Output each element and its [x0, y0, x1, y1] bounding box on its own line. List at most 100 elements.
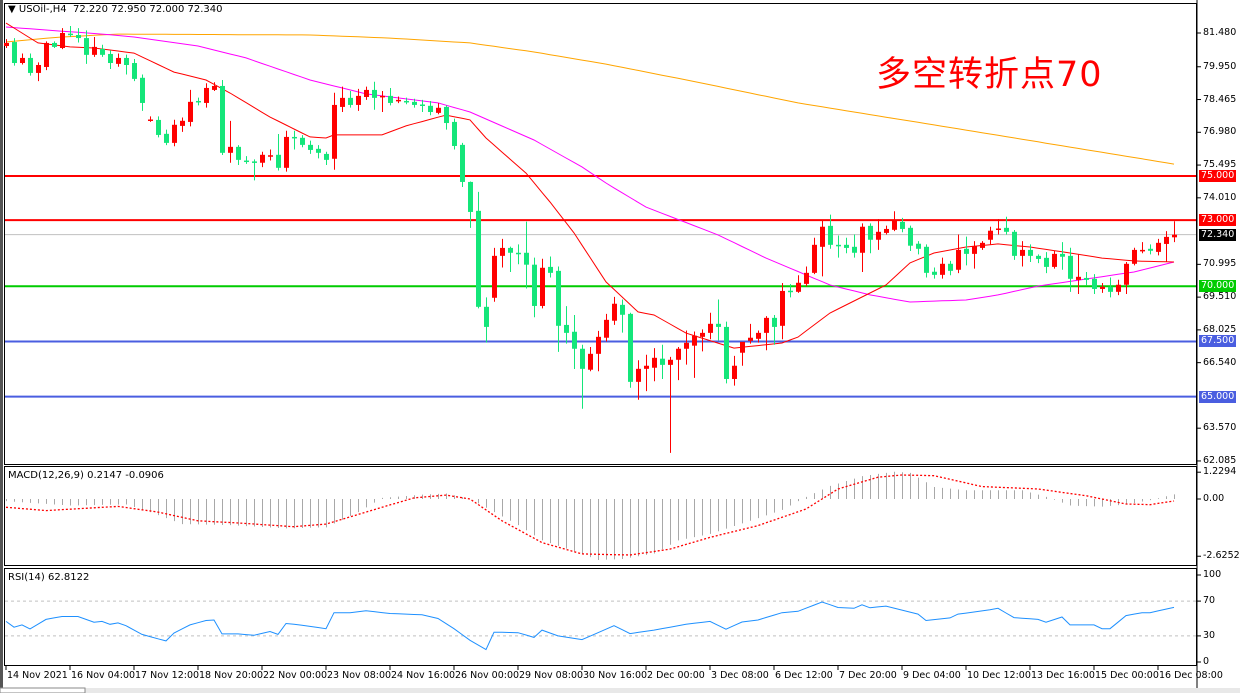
candle-down [1060, 253, 1065, 257]
candle-up [356, 95, 361, 105]
candle-up [44, 42, 49, 67]
candle-up [20, 57, 25, 64]
candle-down [484, 306, 489, 327]
candle-up [116, 57, 121, 64]
candle-down [628, 313, 633, 382]
candle-down [244, 160, 249, 163]
candle-up [588, 353, 593, 370]
candle-up [268, 155, 273, 157]
annotation-text: 多空转折点70 [876, 55, 1103, 95]
time-label: 15 Dec 00:00 [1095, 670, 1159, 681]
candle-up [596, 336, 601, 354]
macd-signal-line [5, 474, 1175, 556]
candle-up [228, 146, 233, 153]
price-tick-label: 81.480 [1203, 27, 1237, 38]
candle-down [572, 331, 577, 349]
time-label: 17 Nov 12:00 [135, 670, 200, 681]
price-tick-label: 63.570 [1203, 422, 1237, 434]
rsi-tick-label: 70 [1203, 595, 1216, 607]
macd-tick-label: 1.2294 [1203, 466, 1237, 478]
candle-up [60, 33, 65, 49]
candle-up [204, 87, 209, 103]
candle-up [92, 46, 97, 55]
price-tick-label: 79.950 [1203, 60, 1237, 72]
time-label: 26 Nov 00:00 [455, 670, 520, 681]
price-tick-label: 75.495 [1203, 159, 1237, 171]
time-label: 24 Nov 16:00 [391, 670, 456, 681]
candle-down [124, 57, 129, 65]
time-label: 6 Dec 12:00 [775, 670, 833, 681]
rsi-line [5, 601, 1175, 651]
macd-label: MACD(12,26,9) 0.2147 -0.0906 [8, 470, 164, 481]
time-label: 9 Dec 04:00 [903, 670, 961, 681]
candle-down [372, 89, 377, 98]
time-label: 2 Dec 00:00 [647, 670, 705, 681]
candle-up [940, 263, 945, 275]
candle-down [788, 290, 793, 293]
candle-up [956, 249, 961, 270]
candle-down [868, 225, 873, 240]
candle-up [652, 357, 657, 368]
candle-down [276, 154, 281, 168]
time-label: 16 Nov 04:00 [71, 670, 136, 681]
candle-up [180, 120, 185, 126]
candle-up [668, 359, 673, 365]
candle-up [988, 230, 993, 240]
candle-up [764, 317, 769, 333]
time-label: 7 Dec 20:00 [839, 670, 897, 681]
candle-down [308, 144, 313, 150]
candle-down [300, 137, 305, 145]
candle-down [12, 42, 17, 64]
candle-up [604, 319, 609, 338]
bottom-tab-strip [0, 688, 1240, 693]
macd-tick-label: -2.6252 [1203, 550, 1240, 562]
candle-down [52, 42, 57, 47]
candle-down [900, 221, 905, 229]
candle-down [908, 227, 913, 246]
candle-down [196, 100, 201, 103]
level-tag-75.000: 75.000 [1199, 169, 1237, 182]
level-tag-73.000: 73.000 [1199, 214, 1237, 227]
candle-down [140, 77, 145, 103]
candle-down [420, 104, 425, 106]
candle-down [620, 304, 625, 315]
time-label: 14 Nov 2021 [7, 670, 68, 681]
candle-up [1140, 249, 1145, 252]
time-label: 3 Dec 08:00 [711, 670, 769, 681]
candle-up [500, 247, 505, 256]
candle-down [452, 121, 457, 146]
candle-up [172, 124, 177, 143]
candle-down [468, 181, 473, 212]
level-tag-70.000: 70.000 [1199, 280, 1237, 293]
candle-up [884, 228, 889, 233]
candle-down [836, 244, 841, 247]
candle-down [412, 101, 417, 105]
level-tag-67.500: 67.500 [1199, 335, 1237, 348]
dropdown-triangle-icon[interactable]: ▼ [8, 4, 19, 15]
candle-down [524, 252, 529, 265]
candle-up [876, 231, 881, 240]
candle-up [700, 332, 705, 337]
candle-up [436, 107, 441, 113]
candle-up [1076, 276, 1081, 280]
candle-up [812, 244, 817, 273]
candle-up [748, 337, 753, 341]
candle-up [340, 97, 345, 107]
candle-up [692, 335, 697, 346]
rsi-label: RSI(14) 62.8122 [8, 572, 90, 583]
candle-down [580, 348, 585, 369]
candle-down [1004, 227, 1009, 232]
time-label: 23 Nov 08:00 [327, 670, 392, 681]
price-tick-label: 74.010 [1203, 191, 1237, 203]
candle-down [292, 136, 297, 139]
candle-up [860, 226, 865, 253]
candle-down [132, 63, 137, 79]
candle-down [404, 100, 409, 103]
candle-down [28, 57, 33, 73]
candle-up [36, 64, 41, 73]
candle-up [492, 255, 497, 298]
candle-down [1028, 249, 1033, 256]
candle-up [284, 136, 289, 168]
candle-down [164, 133, 169, 143]
